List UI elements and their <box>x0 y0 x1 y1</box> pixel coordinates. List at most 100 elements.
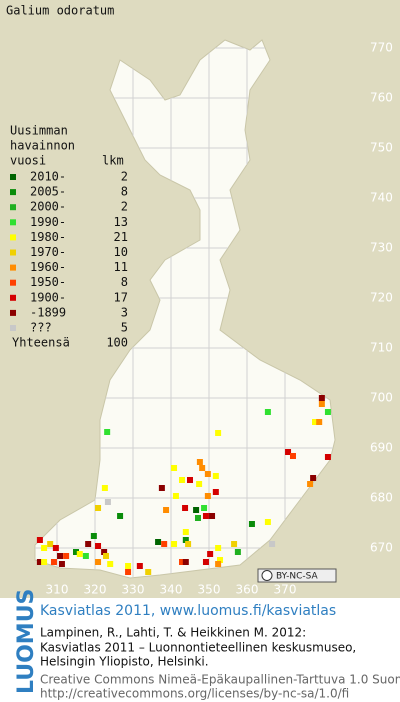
x-tick-label: 370 <box>274 583 297 597</box>
occurrence <box>310 475 317 481</box>
occurrence <box>182 529 189 535</box>
citation: Kasviatlas 2011 – Luonnontieteellinen ke… <box>40 641 356 655</box>
y-tick-label: 760 <box>370 91 393 105</box>
finland-outline <box>34 39 336 579</box>
legend-count: 13 <box>114 215 128 229</box>
y-tick-label: 750 <box>370 141 393 155</box>
logo: LUOMUS <box>14 589 39 694</box>
occurrence <box>172 493 179 499</box>
occurrence <box>318 401 325 407</box>
legend-title: vuosi <box>10 154 46 168</box>
occurrence <box>316 419 323 425</box>
occurrence <box>264 409 271 415</box>
legend-label: 1960- <box>30 260 66 274</box>
occurrence <box>209 513 216 519</box>
occurrence <box>194 515 201 521</box>
legend-swatch <box>10 174 16 180</box>
occurrence <box>199 465 206 471</box>
legend-label: ??? <box>30 321 52 335</box>
occurrence <box>234 549 241 555</box>
legend-swatch <box>10 325 16 331</box>
occurrence <box>289 453 296 459</box>
occurrence <box>207 551 214 557</box>
legend-count: 8 <box>121 275 128 289</box>
occurrence <box>324 454 331 460</box>
y-tick-label: 720 <box>370 291 393 305</box>
occurrence <box>215 430 222 436</box>
legend-count: 11 <box>114 260 128 274</box>
occurrence <box>171 465 178 471</box>
legend-count-header: lkm <box>102 154 124 168</box>
occurrence <box>57 553 64 559</box>
occurrence <box>101 549 108 555</box>
occurrence <box>318 395 325 401</box>
badge-frame <box>257 568 337 583</box>
y-tick-label: 740 <box>370 191 393 205</box>
occurrence <box>215 545 222 551</box>
occurrence <box>201 505 208 511</box>
headline: Kasviatlas 2011, www.luomus.fi/kasviatla… <box>40 603 336 619</box>
occurrence <box>90 533 97 539</box>
legend-count: 2 <box>121 200 128 214</box>
legend-label: 1900- <box>30 290 66 304</box>
occurrence <box>285 449 292 455</box>
legend-label: 2000- <box>30 200 66 214</box>
occurrence <box>63 553 70 559</box>
occurrence <box>52 545 59 551</box>
occurrence <box>202 559 209 565</box>
legend-count: 21 <box>114 230 128 244</box>
occurrence <box>117 513 124 519</box>
citation: Lampinen, R., Lahti, T. & Heikkinen M. 2… <box>40 626 306 640</box>
y-tick-label: 770 <box>370 41 393 55</box>
occurrence <box>185 541 192 547</box>
legend-title: havainnon <box>10 139 75 153</box>
occurrence <box>136 563 143 569</box>
occurrence <box>248 521 255 527</box>
y-tick-label: 700 <box>370 391 393 405</box>
legend-swatch <box>10 234 16 241</box>
occurrence <box>182 537 189 543</box>
badge-text: BY-NC-SA <box>276 572 319 582</box>
legend-swatch <box>10 204 16 211</box>
legend-label: 1970- <box>30 245 66 259</box>
legend-label: 1980- <box>30 230 66 244</box>
legend-label: 2005- <box>30 185 66 199</box>
legend-swatch <box>10 294 16 301</box>
x-tick-label: 320 <box>84 583 107 597</box>
legend-count: 17 <box>114 290 128 304</box>
cc-badge: BY-NC-SA <box>257 568 337 583</box>
occurrence <box>212 473 219 479</box>
occurrence <box>179 477 186 483</box>
x-tick-label: 360 <box>236 583 259 597</box>
occurrence <box>202 513 209 519</box>
legend-total-count: 100 <box>106 336 128 350</box>
legend-swatch <box>10 279 16 286</box>
tick-labels: 310 320 330 340 350 360 3706706806907007107207… <box>46 41 393 597</box>
occurrence <box>41 545 48 551</box>
legend-swatch <box>10 309 16 316</box>
legend-swatch <box>10 219 16 226</box>
occurrence <box>187 477 193 483</box>
occurrence <box>163 507 170 513</box>
occurrence <box>36 537 43 543</box>
occurrence <box>212 489 219 495</box>
legend-swatch <box>10 264 16 271</box>
occurrence <box>307 481 314 487</box>
legend-swatch <box>10 249 16 256</box>
occurrence <box>155 539 162 545</box>
occurrence <box>158 485 165 491</box>
occurrence <box>103 553 110 559</box>
legend-count: 10 <box>114 245 128 259</box>
y-tick-label: 730 <box>370 241 393 255</box>
occurrence <box>193 507 200 513</box>
occurrence <box>107 561 114 567</box>
occurrence <box>204 471 211 477</box>
occurrence <box>104 429 111 435</box>
occurrence <box>95 505 102 511</box>
legend-title: Uusimman <box>10 124 68 138</box>
occurrence <box>182 559 189 565</box>
occurrence <box>204 493 211 499</box>
x-tick-label: 330 <box>122 583 145 597</box>
